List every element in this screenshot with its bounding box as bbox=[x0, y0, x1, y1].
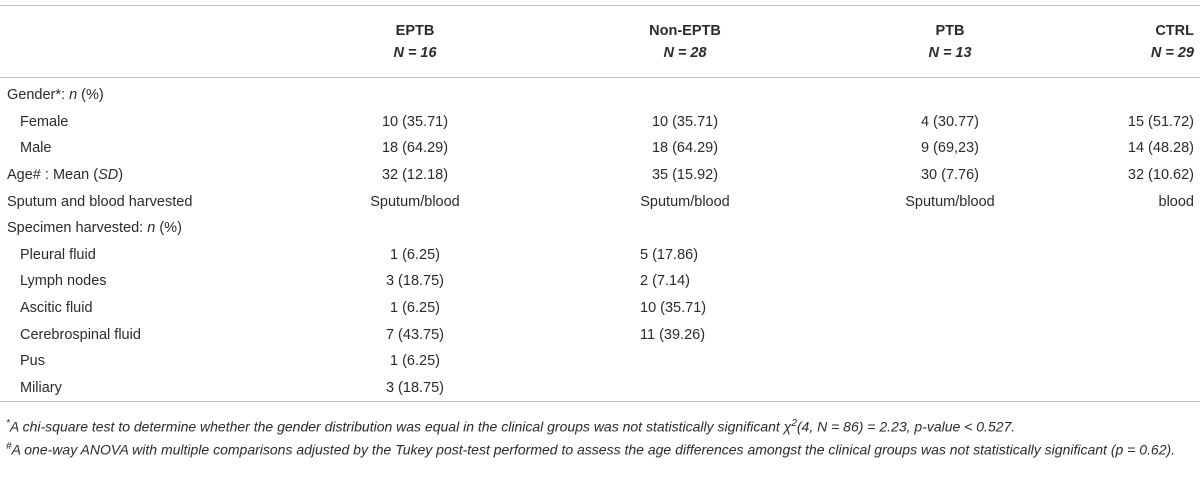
clinical-groups-table: EPTB Non-EPTB PTB CTRL N = 16 N = 28 N =… bbox=[0, 5, 1200, 403]
cell-ptb: Sputum/blood bbox=[905, 193, 995, 210]
row-label-text: Gender*: bbox=[7, 87, 70, 104]
cell-non-eptb: 2 (7.14) bbox=[640, 273, 690, 290]
cell-ctrl: 15 (51.72) bbox=[1127, 113, 1194, 130]
header-row-groups: EPTB Non-EPTB PTB CTRL bbox=[0, 5, 1200, 42]
cell-non-eptb: 11 (39.26) bbox=[640, 326, 706, 343]
cell-eptb: 32 (12.18) bbox=[381, 167, 449, 184]
footnote-mark: # bbox=[6, 441, 12, 453]
table-row-lymph: Lymph nodes 3 (18.75) 2 (7.14) bbox=[0, 268, 1200, 295]
cell-non-eptb: 18 (64.29) bbox=[651, 140, 719, 157]
footnote-text-tail: (4, N = 86) = 2.23, p-value < 0.527. bbox=[796, 418, 1016, 435]
row-label: Female bbox=[20, 113, 69, 130]
cell-ctrl: 32 (10.62) bbox=[1127, 167, 1194, 184]
row-label: Pleural fluid bbox=[20, 246, 96, 263]
cell-non-eptb: 35 (15.92) bbox=[651, 167, 719, 184]
row-label: Gender*: n (%) bbox=[0, 78, 300, 109]
table-footnotes: *A chi-square test to determine whether … bbox=[6, 414, 1196, 460]
row-label-text: Age# : Mean ( bbox=[7, 167, 99, 184]
row-label-italic: SD bbox=[98, 167, 119, 184]
footnote-gender: *A chi-square test to determine whether … bbox=[6, 414, 1196, 437]
table-row-female: Female 10 (35.71) 10 (35.71) 4 (30.77) 1… bbox=[0, 109, 1200, 136]
footnote-age: #A one-way ANOVA with multiple compariso… bbox=[6, 437, 1196, 460]
row-label-italic: n bbox=[147, 220, 156, 237]
header-empty bbox=[0, 5, 300, 42]
table-row-age: Age# : Mean (SD) 32 (12.18) 35 (15.92) 3… bbox=[0, 162, 1200, 189]
table-row-miliary: Miliary 3 (18.75) bbox=[0, 374, 1200, 403]
footnote-text: A chi-square test to determine whether t… bbox=[9, 418, 792, 435]
cell-ctrl: 14 (48.28) bbox=[1127, 140, 1194, 157]
row-label-italic: n bbox=[69, 87, 78, 104]
footnote-mark: * bbox=[6, 418, 10, 429]
cell-eptb: Sputum/blood bbox=[370, 193, 460, 210]
cell-non-eptb: Sputum/blood bbox=[640, 193, 730, 210]
cell-eptb: 3 (18.75) bbox=[385, 273, 445, 290]
table-row-pus: Pus 1 (6.25) bbox=[0, 348, 1200, 375]
data-table-container: EPTB Non-EPTB PTB CTRL N = 16 N = 28 N =… bbox=[0, 5, 1200, 403]
cell-ptb: 4 (30.77) bbox=[920, 113, 980, 130]
cell-eptb: 18 (64.29) bbox=[381, 140, 449, 157]
row-label: Sputum and blood harvested bbox=[7, 193, 193, 210]
cell-ptb: 30 (7.76) bbox=[920, 167, 980, 184]
cell-eptb: 10 (35.71) bbox=[381, 113, 449, 130]
cell-eptb: 1 (6.25) bbox=[390, 300, 440, 317]
table-row-gender: Gender*: n (%) bbox=[0, 78, 1200, 109]
table-row-sputum: Sputum and blood harvested Sputum/blood … bbox=[0, 188, 1200, 215]
header-ptb: PTB bbox=[840, 5, 1060, 42]
header-ctrl-n: N = 29 bbox=[1060, 42, 1200, 78]
row-label-text: Specimen harvested: bbox=[7, 220, 148, 237]
header-non-eptb: Non-EPTB bbox=[530, 5, 840, 42]
footnote-superscript: 2 bbox=[791, 418, 797, 429]
header-ctrl: CTRL bbox=[1060, 5, 1200, 42]
cell-non-eptb: 10 (35.71) bbox=[651, 113, 719, 130]
header-non-eptb-n: N = 28 bbox=[530, 42, 840, 78]
row-label: Ascitic fluid bbox=[20, 300, 93, 317]
footnote-text: A one-way ANOVA with multiple comparison… bbox=[11, 441, 1176, 458]
header-eptb: EPTB bbox=[300, 5, 530, 42]
row-label: Cerebrospinal fluid bbox=[20, 326, 141, 343]
table-row-specimen: Specimen harvested: n (%) bbox=[0, 215, 1200, 242]
table-row-ascitic: Ascitic fluid 1 (6.25) 10 (35.71) bbox=[0, 295, 1200, 322]
row-label: Specimen harvested: n (%) bbox=[0, 215, 300, 242]
header-eptb-n: N = 16 bbox=[300, 42, 530, 78]
cell-ctrl: blood bbox=[1158, 193, 1194, 210]
table-row-csf: Cerebrospinal fluid 7 (43.75) 11 (39.26) bbox=[0, 321, 1200, 348]
cell-eptb: 3 (18.75) bbox=[300, 374, 530, 403]
cell-eptb: 7 (43.75) bbox=[385, 326, 445, 343]
table-row-male: Male 18 (64.29) 18 (64.29) 9 (69,23) 14 … bbox=[0, 135, 1200, 162]
row-label: Lymph nodes bbox=[20, 273, 107, 290]
cell-non-eptb: 5 (17.86) bbox=[640, 246, 699, 263]
row-label-tail: (%) bbox=[155, 220, 182, 237]
header-row-n: N = 16 N = 28 N = 13 N = 29 bbox=[0, 42, 1200, 78]
row-label: Pus bbox=[20, 353, 45, 370]
cell-eptb: 1 (6.25) bbox=[390, 246, 440, 263]
header-ptb-n: N = 13 bbox=[840, 42, 1060, 78]
row-label: Miliary bbox=[0, 374, 300, 403]
cell-ptb: 9 (69,23) bbox=[920, 140, 980, 157]
cell-non-eptb: 10 (35.71) bbox=[640, 300, 707, 317]
row-label-tail: ) bbox=[118, 167, 124, 184]
header-empty bbox=[0, 42, 300, 78]
row-label: Age# : Mean (SD) bbox=[0, 162, 300, 189]
row-label-tail: (%) bbox=[77, 87, 104, 104]
table-row-pleural: Pleural fluid 1 (6.25) 5 (17.86) bbox=[0, 242, 1200, 269]
cell-eptb: 1 (6.25) bbox=[390, 353, 440, 370]
row-label: Male bbox=[20, 140, 52, 157]
